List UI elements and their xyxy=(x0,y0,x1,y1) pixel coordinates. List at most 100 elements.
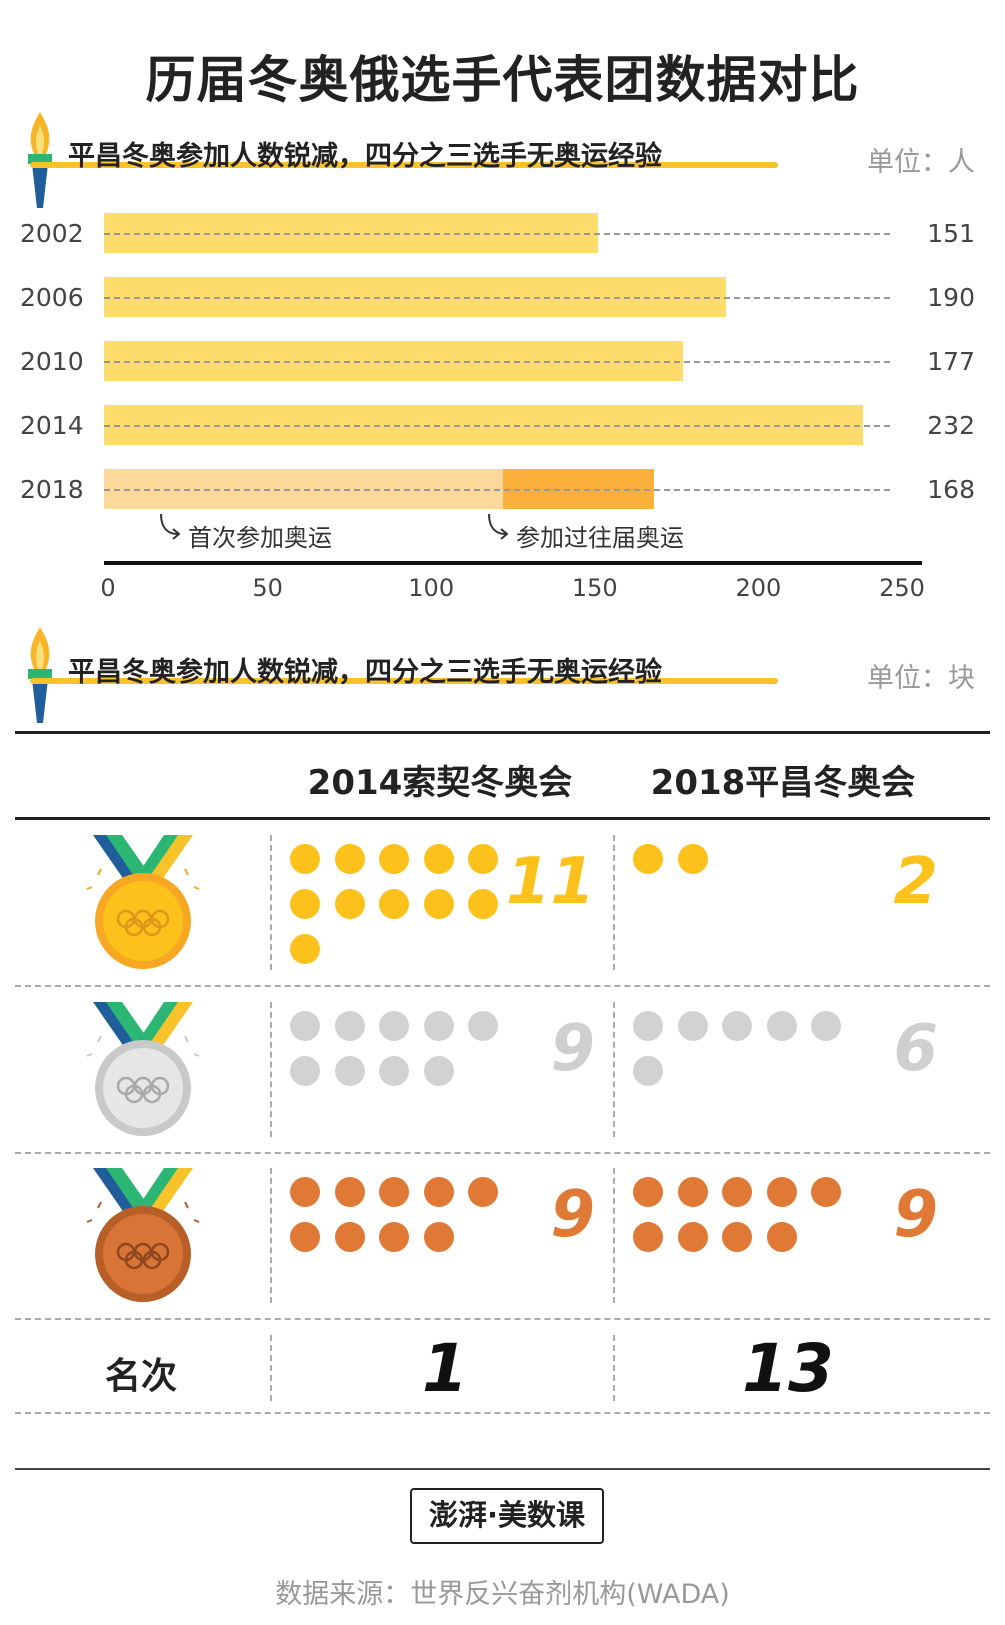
silver-medal-dot xyxy=(334,1011,365,1041)
section1-underline xyxy=(30,162,778,168)
bronze-medal-dot xyxy=(811,1177,841,1207)
gold-medal-dot xyxy=(468,889,498,919)
gold-medal-dot xyxy=(677,844,708,874)
gold-medal-dot xyxy=(633,844,663,874)
divider xyxy=(270,1335,272,1401)
gold-medal-dot xyxy=(379,889,409,919)
bronze-medal-dot xyxy=(468,1177,498,1207)
silver-medal-dot xyxy=(633,1011,663,1041)
bar-value-label: 232 xyxy=(927,411,975,440)
bronze-medal-dot xyxy=(722,1222,752,1252)
bar-value-label: 168 xyxy=(927,475,975,504)
gold-medal-dot xyxy=(290,934,320,964)
bronze-medal-dot xyxy=(334,1177,365,1207)
bronze-medal-dot xyxy=(423,1177,454,1207)
bronze-medal-dot xyxy=(423,1222,454,1252)
x-tick-label: 100 xyxy=(408,574,455,602)
gold-medal-count: 2 xyxy=(893,845,938,919)
gold-medal-dot xyxy=(290,844,320,874)
row-rule xyxy=(15,985,990,987)
section2-underline xyxy=(30,678,778,684)
divider xyxy=(613,1335,615,1401)
bronze-medal-count: 9 xyxy=(893,1178,938,1252)
bar-value-label: 190 xyxy=(927,283,975,312)
bronze-medal-dot xyxy=(290,1177,320,1207)
bronze-medal-dot xyxy=(334,1222,365,1252)
year-label: 2002 xyxy=(20,219,84,248)
x-tick-label: 50 xyxy=(252,574,283,602)
bronze-medal-dot xyxy=(677,1177,708,1207)
divider xyxy=(270,835,272,970)
silver-medal-dot xyxy=(722,1011,752,1041)
gold-medal-dot xyxy=(334,889,365,919)
table-top-rule xyxy=(15,731,990,734)
data-source: 数据来源：世界反兴奋剂机构(WADA) xyxy=(275,1579,730,1610)
gold-medal-icon xyxy=(86,835,200,969)
leader-line xyxy=(104,425,890,427)
year-label: 2014 xyxy=(20,411,84,440)
silver-medal-dot xyxy=(290,1056,320,1086)
arrow-icon xyxy=(160,513,181,540)
section1-subtitle: 平昌冬奥参加人数锐减，四分之三选手无奥运经验 xyxy=(68,141,662,172)
column-header-2014: 2014索契冬奥会 xyxy=(307,763,573,803)
footer-rule xyxy=(15,1468,990,1470)
bronze-medal-dot xyxy=(722,1177,752,1207)
bronze-medal-icon xyxy=(86,1168,200,1302)
divider xyxy=(613,835,615,970)
bar-value-label: 151 xyxy=(927,219,975,248)
table-bottom-rule xyxy=(15,1412,990,1414)
silver-medal-dot xyxy=(423,1056,454,1086)
bronze-medal-count: 9 xyxy=(550,1178,595,1252)
silver-medal-dot xyxy=(766,1011,797,1041)
bronze-medal-dot xyxy=(290,1222,320,1252)
brand-logo: 澎湃·美数课 xyxy=(410,1488,604,1544)
leader-line xyxy=(104,233,890,235)
bar-value-label: 177 xyxy=(927,347,975,376)
annotation-first-time: 首次参加奥运 xyxy=(188,524,332,552)
silver-medal-dot xyxy=(633,1056,663,1086)
silver-medal-dot xyxy=(379,1011,409,1041)
bronze-medal-dot xyxy=(379,1177,409,1207)
section2-subtitle: 平昌冬奥参加人数锐减，四分之三选手无奥运经验 xyxy=(68,657,662,688)
bronze-medal-dot xyxy=(633,1222,663,1252)
row-rule xyxy=(15,1318,990,1320)
annotation-returning: 参加过往届奥运 xyxy=(516,524,684,552)
x-tick-label: 200 xyxy=(735,574,782,602)
torch-icon xyxy=(28,112,52,208)
column-header-2018: 2018平昌冬奥会 xyxy=(650,763,916,803)
gold-medal-dot xyxy=(423,844,454,874)
rank-label: 名次 xyxy=(105,1356,178,1397)
silver-medal-icon xyxy=(86,1002,200,1136)
gold-medal-dot xyxy=(290,889,320,919)
gold-medal-dot xyxy=(468,844,498,874)
section1-unit: 单位：人 xyxy=(867,147,975,178)
silver-medal-count: 6 xyxy=(893,1012,938,1086)
silver-medal-dot xyxy=(290,1011,320,1041)
divider xyxy=(613,1168,615,1303)
row-rule xyxy=(15,1152,990,1154)
rank-2018: 13 xyxy=(742,1330,834,1407)
section2-unit: 单位：块 xyxy=(867,663,975,694)
silver-medal-count: 9 xyxy=(550,1012,595,1086)
gold-medal-dot xyxy=(379,844,409,874)
bronze-medal-dot xyxy=(766,1177,797,1207)
table-header-rule xyxy=(15,817,990,820)
leader-line xyxy=(104,361,890,363)
bronze-medal-dot xyxy=(379,1222,409,1252)
leader-line xyxy=(104,489,890,491)
arrow-icon xyxy=(488,513,509,540)
silver-medal-dot xyxy=(334,1056,365,1086)
silver-medal-dot xyxy=(468,1011,498,1041)
page-title: 历届冬奥俄选手代表团数据对比 xyxy=(145,51,860,109)
silver-medal-dot xyxy=(423,1011,454,1041)
x-axis xyxy=(104,561,922,565)
x-tick-label: 150 xyxy=(571,574,618,602)
divider xyxy=(613,1002,615,1137)
year-label: 2006 xyxy=(20,283,84,312)
torch-icon xyxy=(28,627,52,723)
divider xyxy=(270,1002,272,1137)
leader-line xyxy=(104,297,890,299)
x-tick-label: 0 xyxy=(100,574,116,602)
bronze-medal-dot xyxy=(633,1177,663,1207)
gold-medal-count: 11 xyxy=(505,845,595,919)
